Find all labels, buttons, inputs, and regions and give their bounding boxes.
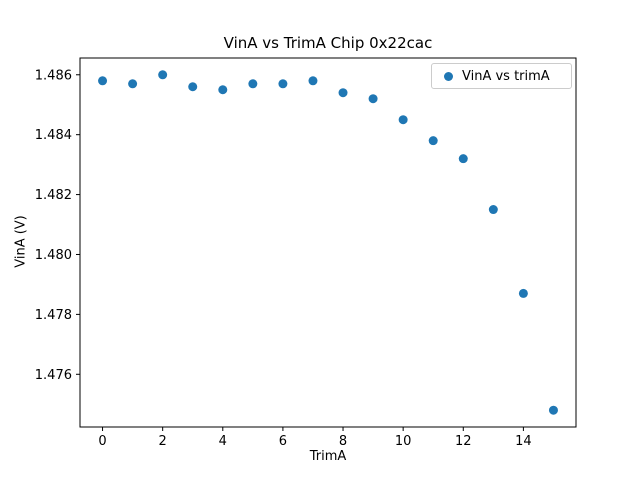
x-axis-label: TrimA [309, 449, 347, 464]
x-tick-label: 8 [339, 434, 347, 449]
y-axis-label: VinA (V) [13, 215, 29, 268]
data-point [308, 76, 318, 86]
data-point [218, 85, 228, 95]
y-tick-label: 1.482 [35, 188, 72, 203]
data-point [338, 88, 348, 98]
data-point [158, 70, 168, 80]
legend: VinA vs trimA [431, 63, 572, 89]
x-tick-label: 12 [455, 434, 472, 449]
data-point [368, 94, 378, 104]
data-point [518, 288, 528, 298]
data-point [458, 154, 468, 164]
data-point [248, 79, 258, 89]
x-tick-label: 0 [98, 434, 106, 449]
data-point [278, 79, 288, 89]
x-tick-label: 6 [279, 434, 287, 449]
legend-label: VinA vs trimA [462, 68, 550, 84]
y-tick-label: 1.480 [35, 248, 72, 263]
data-point [548, 405, 558, 415]
data-point [98, 76, 108, 86]
data-point [428, 136, 438, 146]
data-point [128, 79, 138, 89]
legend-marker-icon [444, 71, 453, 81]
y-tick-label: 1.484 [35, 128, 72, 143]
y-tick-label: 1.486 [35, 68, 72, 83]
x-tick-label: 4 [219, 434, 227, 449]
data-point [398, 115, 408, 125]
y-tick-label: 1.478 [35, 308, 72, 323]
chart-title: VinA vs TrimA Chip 0x22cac [223, 34, 433, 52]
x-tick-label: 10 [395, 434, 412, 449]
x-tick-label: 14 [515, 434, 532, 449]
x-tick-label: 2 [159, 434, 167, 449]
data-point [488, 205, 498, 215]
data-point [188, 82, 198, 92]
y-tick-label: 1.476 [35, 368, 72, 383]
axes-frame [79, 57, 577, 428]
